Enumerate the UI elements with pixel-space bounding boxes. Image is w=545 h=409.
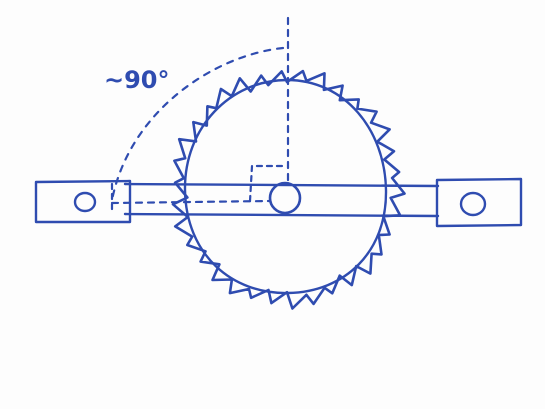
connecting-rod [123,182,440,218]
right-pivot-hole [459,191,487,217]
left-pivot-hole [73,191,97,213]
blade-inner-circle [183,78,388,295]
horizontal-reference-dashed-line [110,199,272,205]
right-end-block [435,177,523,228]
angle-label: ~90° [104,66,170,94]
right-angle-marker [248,164,288,203]
rotation-arc-dashed [110,46,285,202]
center-hub [268,181,302,215]
left-end-block [34,179,132,224]
